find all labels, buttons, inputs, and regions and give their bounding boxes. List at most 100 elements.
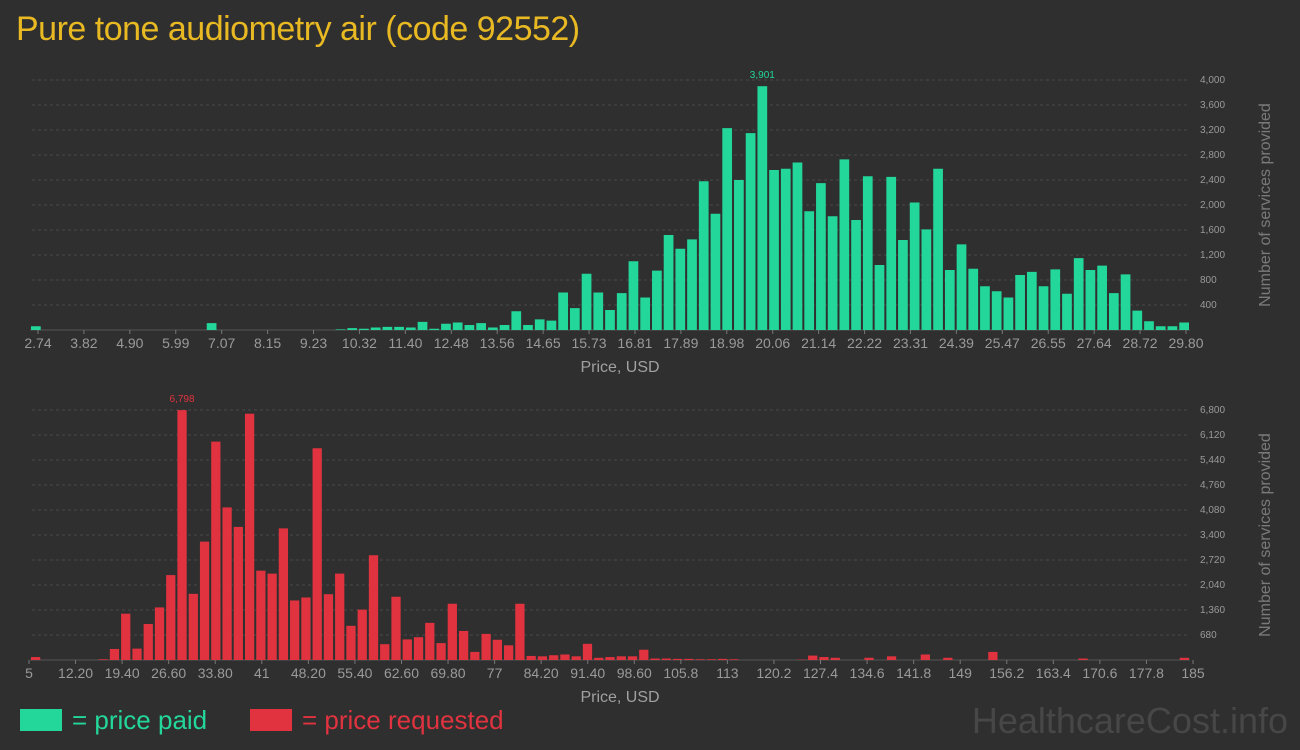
legend-swatch-paid [20, 709, 62, 731]
paid-bar [382, 326, 393, 330]
requested-bar [380, 644, 390, 660]
requested-bar [639, 649, 649, 660]
legend-label-requested: = price requested [302, 704, 504, 735]
paid-x-tick-label: 16.81 [617, 335, 652, 351]
paid-bar [499, 325, 510, 330]
paid-bar [792, 162, 803, 330]
paid-y-tick-label: 2,000 [1200, 200, 1225, 211]
paid-bar [616, 293, 627, 330]
requested-y-tick-label: 4,760 [1200, 480, 1225, 491]
paid-bar [464, 325, 475, 330]
requested-y-tick-label: 1,360 [1200, 605, 1225, 616]
requested-bar [143, 623, 153, 660]
paid-bar [1179, 322, 1189, 330]
paid-bar [827, 216, 838, 330]
requested-peak-label: 6,798 [170, 394, 195, 405]
paid-bar [546, 320, 557, 330]
paid-bar [1026, 271, 1037, 330]
paid-bar [886, 176, 897, 330]
paid-x-axis-label: Price, USD [580, 359, 659, 376]
requested-x-tick-label: 185 [1181, 665, 1205, 681]
paid-bar [1108, 293, 1119, 330]
paid-bar [1097, 265, 1107, 330]
watermark: HealthcareCost.info [971, 700, 1288, 741]
paid-x-tick-label: 12.48 [434, 335, 469, 351]
requested-x-tick-label: 141.8 [896, 665, 931, 681]
requested-x-tick-label: 149 [949, 665, 973, 681]
requested-bar [560, 654, 570, 660]
paid-x-tick-label: 26.55 [1031, 335, 1066, 351]
requested-bar [402, 639, 412, 660]
paid-x-tick-label: 4.90 [116, 335, 143, 351]
requested-bar [346, 625, 356, 660]
paid-bar [851, 220, 861, 330]
requested-bar [526, 655, 536, 660]
paid-bar [933, 168, 943, 330]
requested-bar [515, 603, 525, 660]
paid-bar [1155, 326, 1166, 330]
requested-bar [278, 528, 289, 660]
paid-bar [769, 170, 779, 330]
paid-x-tick-label: 5.99 [162, 335, 189, 351]
paid-bar [370, 327, 381, 330]
paid-bar [898, 240, 908, 330]
requested-bar [413, 637, 424, 660]
paid-x-tick-label: 11.40 [388, 335, 422, 351]
paid-x-tick-label: 22.22 [847, 335, 882, 351]
legend-label-paid: = price paid [72, 704, 208, 735]
requested-bar [661, 658, 671, 660]
requested-x-tick-label: 62.60 [384, 665, 419, 681]
paid-bar [944, 270, 955, 330]
paid-bar [874, 265, 885, 330]
requested-x-tick-label: 26.60 [151, 665, 186, 681]
paid-y-tick-label: 3,200 [1200, 125, 1225, 136]
paid-bar [980, 286, 990, 330]
paid-bar [487, 327, 498, 330]
paid-bar [335, 329, 346, 330]
requested-bar [121, 613, 131, 660]
requested-bar [323, 594, 334, 660]
requested-bar [616, 656, 626, 660]
requested-bar [594, 657, 604, 660]
requested-bar [650, 658, 660, 660]
paid-bar [710, 213, 721, 330]
requested-y-tick-label: 6,120 [1200, 430, 1225, 441]
paid-y-tick-label: 1,200 [1200, 250, 1225, 261]
requested-bar [729, 659, 739, 660]
requested-x-tick-label: 84.20 [524, 665, 559, 681]
requested-x-tick-label: 134.6 [850, 665, 885, 681]
requested-x-tick-label: 98.60 [617, 665, 652, 681]
requested-bar [244, 413, 255, 660]
paid-bar [1085, 270, 1096, 330]
requested-bar [199, 541, 210, 660]
requested-bar [672, 658, 683, 660]
requested-bar [830, 657, 840, 660]
requested-bar [357, 609, 367, 660]
requested-bar [31, 657, 41, 660]
paid-bar [1167, 326, 1178, 330]
requested-bar [436, 643, 446, 660]
paid-bar [558, 292, 568, 330]
paid-bar [640, 297, 651, 330]
requested-bar [222, 507, 232, 660]
paid-x-tick-label: 28.72 [1123, 335, 1158, 351]
requested-x-tick-label: 163.4 [1036, 665, 1071, 681]
requested-bar [470, 651, 480, 660]
paid-x-tick-label: 29.80 [1168, 335, 1203, 351]
paid-bar [687, 239, 697, 330]
paid-y-tick-label: 3,600 [1200, 100, 1225, 111]
paid-bar [1120, 274, 1131, 330]
requested-x-tick-label: 170.6 [1082, 665, 1117, 681]
requested-bar [886, 656, 897, 660]
requested-bar [943, 657, 953, 660]
paid-x-tick-label: 20.06 [755, 335, 790, 351]
requested-bar [233, 526, 243, 660]
paid-bar [734, 180, 744, 330]
paid-bar [839, 159, 850, 330]
requested-y-tick-label: 680 [1200, 630, 1217, 641]
requested-bar [188, 593, 198, 660]
paid-bar [757, 86, 768, 330]
legend-price-requested: = price requested [250, 704, 504, 736]
paid-bar [956, 244, 967, 330]
